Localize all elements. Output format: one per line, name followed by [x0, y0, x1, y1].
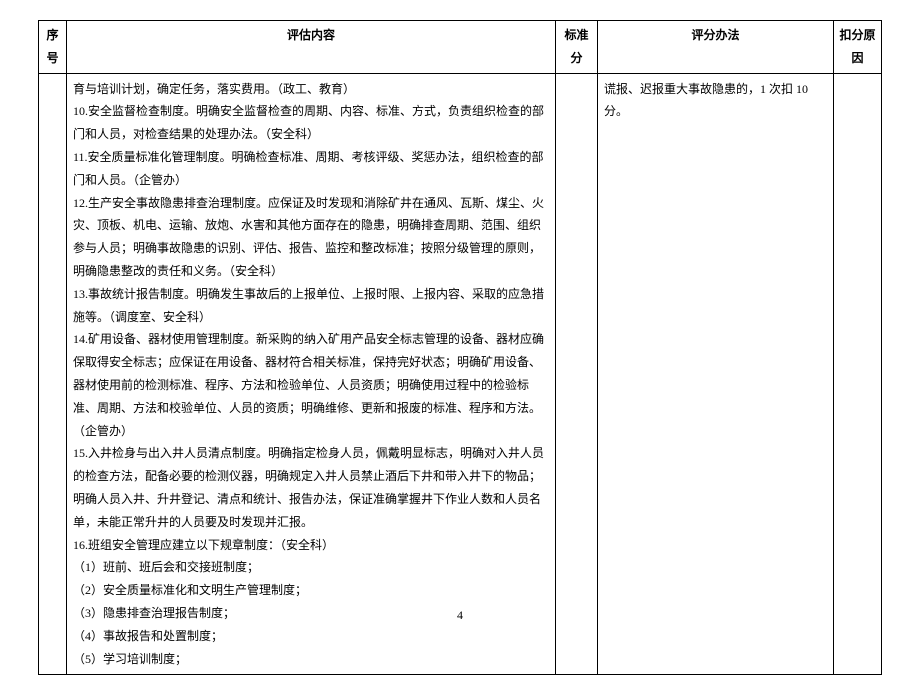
- cell-content: 育与培训计划，确定任务，落实费用。（政工、教育） 10.安全监督检查制度。明确安…: [67, 73, 556, 675]
- table-header: 序号 评估内容 标准分 评分办法 扣分原因: [39, 21, 882, 74]
- header-method: 评分办法: [598, 21, 834, 74]
- evaluation-table: 序号 评估内容 标准分 评分办法 扣分原因 育与培训计划，确定任务，落实费用。（…: [38, 20, 882, 675]
- cell-seq: [39, 73, 67, 675]
- table-row: 育与培训计划，确定任务，落实费用。（政工、教育） 10.安全监督检查制度。明确安…: [39, 73, 882, 675]
- header-content: 评估内容: [67, 21, 556, 74]
- header-seq: 序号: [39, 21, 67, 74]
- cell-method: 谎报、迟报重大事故隐患的，1 次扣 10 分。: [598, 73, 834, 675]
- page-number: 4: [0, 608, 920, 623]
- cell-reason: [834, 73, 882, 675]
- header-reason: 扣分原因: [834, 21, 882, 74]
- cell-std: [556, 73, 598, 675]
- document-page: 序号 评估内容 标准分 评分办法 扣分原因 育与培训计划，确定任务，落实费用。（…: [0, 0, 920, 675]
- header-std: 标准分: [556, 21, 598, 74]
